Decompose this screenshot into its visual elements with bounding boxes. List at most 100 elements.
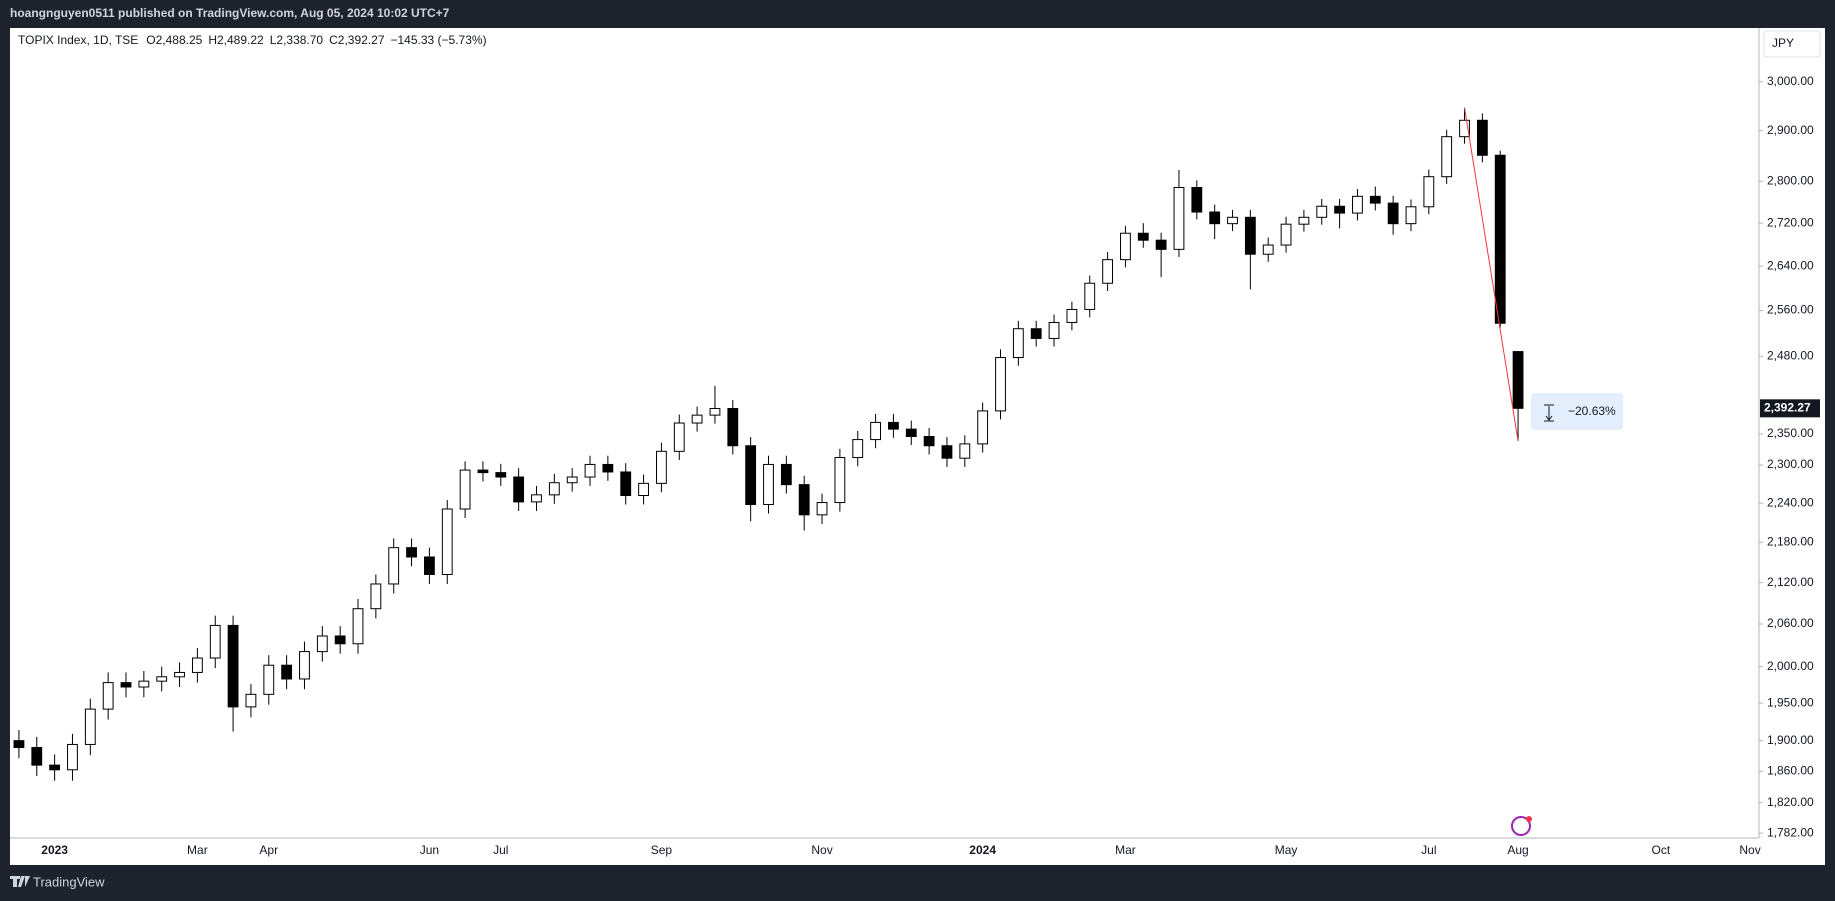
candle-body: [423, 556, 435, 575]
candle-body: [1137, 232, 1149, 241]
candle-body: [1084, 282, 1096, 310]
candle-body: [1048, 321, 1060, 339]
candle-body: [780, 463, 792, 486]
y-tick-label: 2,300.00: [1767, 457, 1814, 471]
candle-body: [1191, 187, 1203, 213]
y-tick-label: 2,060.00: [1767, 616, 1814, 630]
brand-logo: [10, 876, 30, 887]
candle-body: [1244, 216, 1256, 255]
candle-body: [84, 708, 96, 745]
candle-body: [67, 743, 78, 771]
candle-body: [1030, 328, 1042, 339]
candle-body: [138, 680, 150, 688]
candle-body: [763, 463, 774, 505]
y-tick-label: 2,350.00: [1767, 426, 1814, 440]
candle-body: [459, 469, 471, 510]
candle-body: [370, 583, 382, 610]
candle-body: [870, 421, 881, 441]
y-tick-label: 1,820.00: [1767, 795, 1814, 809]
y-tick-label: 2,480.00: [1767, 349, 1814, 363]
candle-body: [1066, 308, 1078, 323]
candle-body: [406, 547, 417, 558]
y-tick-label: 2,900.00: [1767, 123, 1814, 137]
candle-body: [673, 422, 685, 452]
candle-body: [977, 410, 989, 445]
candle-body: [1352, 195, 1363, 214]
candle-body: [1476, 119, 1488, 156]
y-tick-label: 2,560.00: [1767, 303, 1814, 317]
candle-body: [834, 457, 846, 504]
plot: [13, 107, 1524, 781]
x-tick-label: Nov: [811, 843, 832, 857]
candle-body: [441, 508, 453, 575]
candle-body: [477, 469, 489, 474]
candle-body: [1387, 202, 1399, 225]
y-tick-label: 2,240.00: [1767, 495, 1814, 509]
y-tick-label: 2,120.00: [1767, 575, 1814, 589]
x-tick-label: 2023: [41, 843, 68, 857]
x-tick-label: Apr: [259, 843, 278, 857]
candle-body: [156, 676, 168, 682]
candle-body: [1441, 136, 1453, 178]
brand[interactable]: TradingView: [10, 874, 105, 889]
y-tick-label: 2,180.00: [1767, 535, 1814, 549]
candle-body: [1494, 154, 1506, 324]
candle-body: [1423, 176, 1435, 208]
alert-icon[interactable]: [1511, 816, 1532, 836]
candle-body: [1262, 244, 1274, 255]
candle-body: [620, 471, 632, 496]
candle-body: [584, 463, 596, 478]
x-tick-label: 2024: [969, 843, 996, 857]
candle-body: [174, 671, 185, 678]
candle-body: [959, 443, 971, 459]
candle-body: [281, 664, 293, 680]
y-tick-label: 1,860.00: [1767, 764, 1814, 778]
candle-body: [334, 635, 346, 645]
x-tick-label: Jul: [493, 843, 508, 857]
legend-symbol: TOPIX Index, 1D, TSE O2,488.25 H2,489.22 L2…: [18, 33, 487, 47]
x-tick-label: Oct: [1652, 843, 1671, 857]
candle-body: [905, 428, 917, 437]
chart-area: [10, 28, 1825, 865]
candle-body: [1316, 205, 1328, 218]
y-tick-label: 2,000.00: [1767, 659, 1814, 673]
candle-body: [888, 421, 899, 430]
candle-body: [709, 407, 721, 416]
x-tick-label: Nov: [1739, 843, 1760, 857]
candle-body: [263, 664, 275, 695]
candle-body: [656, 450, 667, 484]
x-tick-label: Aug: [1507, 843, 1528, 857]
candle-body: [31, 746, 43, 766]
symbol: TOPIX Index, 1D, TSE: [18, 33, 138, 47]
alert-dot: [1526, 816, 1532, 822]
candle-body: [1012, 328, 1024, 359]
candle-body: [1405, 206, 1417, 225]
candle-body: [727, 407, 739, 447]
publisher: hoangnguyen0511 published on TradingView…: [10, 6, 450, 20]
candle-body: [941, 445, 953, 459]
candle-body: [102, 682, 114, 710]
x-tick-label: Mar: [1115, 843, 1136, 857]
x-tick-label: May: [1275, 843, 1298, 857]
candle-body: [495, 472, 507, 478]
high: H2,489.22: [208, 33, 264, 47]
candle-body: [49, 764, 61, 771]
candle-body: [1173, 187, 1185, 250]
currency-box[interactable]: [1763, 30, 1821, 58]
y-tick-label: 2,640.00: [1767, 258, 1814, 272]
candle-body: [995, 357, 1006, 412]
x-tick-label: Jun: [420, 843, 439, 857]
y-tick-label: 2,800.00: [1767, 173, 1814, 187]
brand-name: TradingView: [33, 874, 105, 889]
y-tick-label: 1,950.00: [1767, 695, 1814, 709]
y-tick-label: 1,782.00: [1767, 825, 1814, 839]
x-tick-label: Mar: [187, 843, 208, 857]
candle-body: [513, 476, 525, 503]
low: L2,338.70: [270, 33, 324, 47]
candle-body: [602, 463, 614, 473]
candle-body: [923, 435, 935, 447]
measure-line: [1464, 107, 1519, 442]
candle-body: [852, 439, 864, 459]
alert-ring: [1511, 816, 1531, 836]
